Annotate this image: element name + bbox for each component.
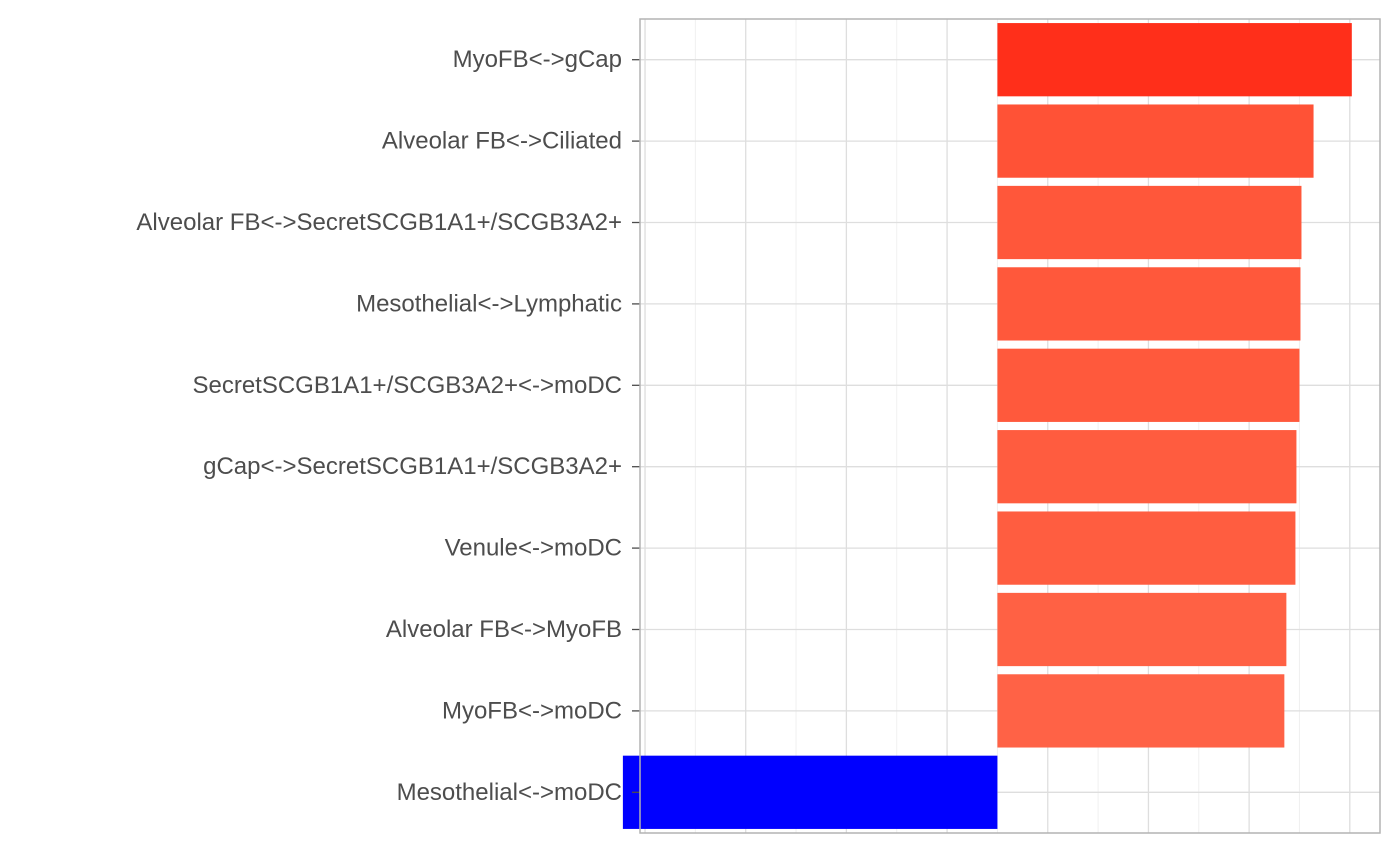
bar-9 — [622, 755, 998, 829]
y-tick-label: Mesothelial<->Lymphatic — [356, 290, 622, 317]
y-tick-label: SecretSCGB1A1+/SCGB3A2+<->moDC — [192, 372, 622, 399]
bar-8 — [997, 674, 1285, 748]
y-tick-label: gCap<->SecretSCGB1A1+/SCGB3A2+ — [203, 453, 622, 480]
bar-6 — [997, 511, 1296, 585]
panel-border — [639, 18, 1381, 834]
y-tick-label: MyoFB<->moDC — [442, 697, 622, 724]
y-tick-label: MyoFB<->gCap — [453, 46, 622, 73]
bar-1 — [997, 104, 1314, 178]
y-tick-label: Alveolar FB<->SecretSCGB1A1+/SCGB3A2+ — [136, 209, 622, 236]
y-tick-label: Alveolar FB<->MyoFB — [386, 616, 622, 643]
y-tick-labels: MyoFB<->gCap Alveolar FB<->Ciliated Alveol… — [136, 46, 640, 806]
y-tick-label: Venule<->moDC — [445, 535, 622, 562]
y-tick-label: Alveolar FB<->Ciliated — [382, 128, 622, 155]
bar-2 — [997, 185, 1302, 260]
y-tick-label: Mesothelial<->moDC — [397, 779, 622, 806]
bar-4 — [997, 348, 1300, 422]
bar-7 — [997, 592, 1287, 667]
bar-0 — [997, 23, 1352, 97]
bar-3 — [997, 267, 1301, 341]
bars — [622, 23, 1352, 829]
bar-5 — [997, 430, 1297, 504]
